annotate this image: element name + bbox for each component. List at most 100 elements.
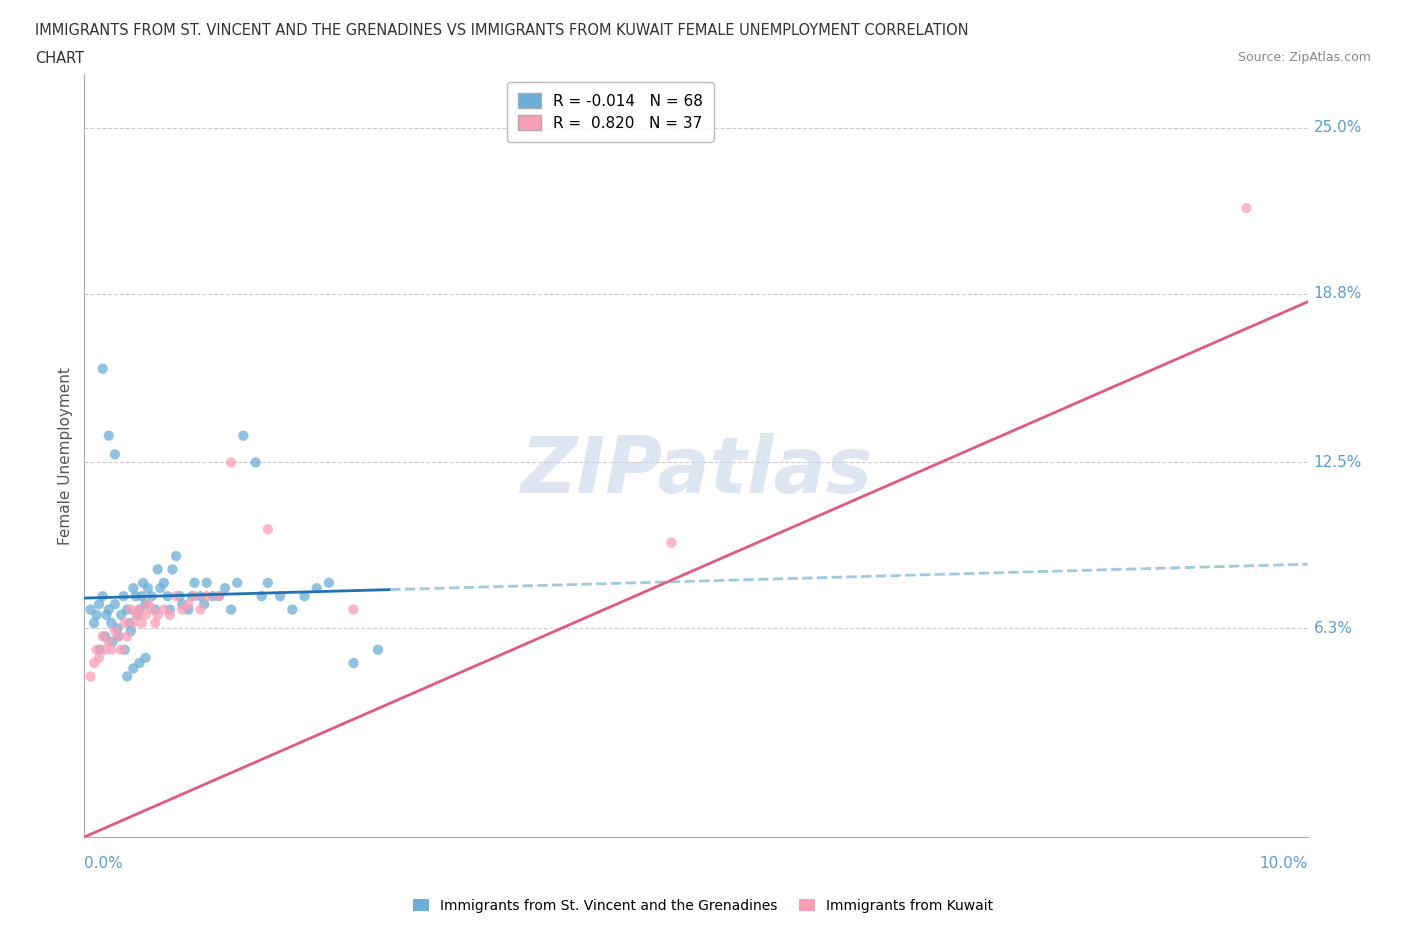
Point: [156, 589, 179, 604]
Point: [97, 428, 120, 443]
Point: [86, 643, 108, 658]
Point: [86, 607, 108, 622]
Point: [162, 562, 184, 577]
Point: [342, 602, 364, 617]
Point: [172, 597, 194, 612]
Point: [195, 576, 218, 591]
Legend: R = -0.014   N = 68, R =  0.820   N = 37: R = -0.014 N = 68, R = 0.820 N = 37: [508, 82, 714, 141]
Point: [146, 562, 169, 577]
Point: [172, 602, 194, 617]
Point: [159, 607, 181, 622]
Point: [226, 576, 249, 591]
Point: [135, 607, 157, 622]
Point: [125, 589, 148, 604]
Point: [128, 602, 150, 617]
Point: [143, 602, 166, 617]
Point: [120, 623, 142, 638]
Point: [104, 447, 127, 462]
Point: [131, 589, 153, 604]
Legend: Immigrants from St. Vincent and the Grenadines, Immigrants from Kuwait: Immigrants from St. Vincent and the Gren…: [406, 894, 1000, 919]
Y-axis label: Female Unemployment: Female Unemployment: [58, 366, 73, 545]
Point: [169, 589, 191, 604]
Point: [149, 580, 172, 595]
Point: [79, 602, 101, 617]
Point: [281, 602, 304, 617]
Point: [107, 629, 129, 644]
Point: [115, 602, 138, 617]
Point: [94, 629, 117, 644]
Point: [143, 616, 166, 631]
Point: [135, 597, 157, 612]
Point: [294, 589, 316, 604]
Point: [122, 616, 145, 631]
Point: [208, 589, 231, 604]
Point: [115, 669, 138, 684]
Point: [165, 589, 187, 604]
Point: [250, 589, 273, 604]
Point: [219, 455, 242, 470]
Text: IMMIGRANTS FROM ST. VINCENT AND THE GRENADINES VS IMMIGRANTS FROM KUWAIT FEMALE : IMMIGRANTS FROM ST. VINCENT AND THE GREN…: [35, 23, 969, 38]
Point: [219, 602, 242, 617]
Text: 25.0%: 25.0%: [1313, 120, 1362, 136]
Point: [96, 607, 118, 622]
Point: [118, 616, 141, 631]
Point: [190, 602, 212, 617]
Point: [193, 597, 215, 612]
Point: [101, 634, 124, 649]
Point: [83, 656, 105, 671]
Point: [318, 576, 340, 591]
Point: [153, 576, 176, 591]
Text: Source: ZipAtlas.com: Source: ZipAtlas.com: [1237, 51, 1371, 64]
Point: [146, 607, 169, 622]
Point: [91, 629, 114, 644]
Point: [125, 607, 148, 622]
Point: [91, 361, 114, 376]
Point: [305, 580, 328, 595]
Text: ZIPatlas: ZIPatlas: [520, 433, 872, 509]
Point: [181, 589, 204, 604]
Point: [177, 602, 200, 617]
Point: [122, 661, 145, 676]
Point: [159, 602, 181, 617]
Point: [97, 634, 120, 649]
Text: CHART: CHART: [35, 51, 84, 66]
Point: [136, 580, 159, 595]
Point: [120, 602, 142, 617]
Point: [107, 629, 129, 644]
Text: 18.8%: 18.8%: [1313, 286, 1362, 301]
Point: [183, 589, 205, 604]
Point: [245, 455, 267, 470]
Point: [87, 597, 110, 612]
Point: [105, 621, 128, 636]
Point: [89, 643, 111, 658]
Point: [257, 522, 280, 537]
Point: [114, 643, 136, 658]
Point: [132, 576, 155, 591]
Point: [125, 607, 148, 622]
Point: [201, 589, 224, 604]
Point: [367, 643, 389, 658]
Point: [257, 576, 280, 591]
Point: [97, 602, 120, 617]
Text: 12.5%: 12.5%: [1313, 455, 1362, 470]
Point: [214, 580, 236, 595]
Point: [104, 597, 127, 612]
Point: [114, 616, 136, 631]
Point: [153, 602, 176, 617]
Point: [1234, 201, 1257, 216]
Text: 0.0%: 0.0%: [84, 856, 124, 871]
Point: [115, 629, 138, 644]
Point: [135, 650, 157, 665]
Point: [190, 589, 212, 604]
Point: [128, 656, 150, 671]
Point: [128, 602, 150, 617]
Point: [208, 589, 231, 604]
Point: [141, 589, 163, 604]
Point: [131, 616, 153, 631]
Point: [232, 428, 254, 443]
Text: 6.3%: 6.3%: [1313, 621, 1353, 636]
Text: 10.0%: 10.0%: [1260, 856, 1308, 871]
Point: [94, 643, 117, 658]
Point: [79, 669, 101, 684]
Point: [183, 576, 205, 591]
